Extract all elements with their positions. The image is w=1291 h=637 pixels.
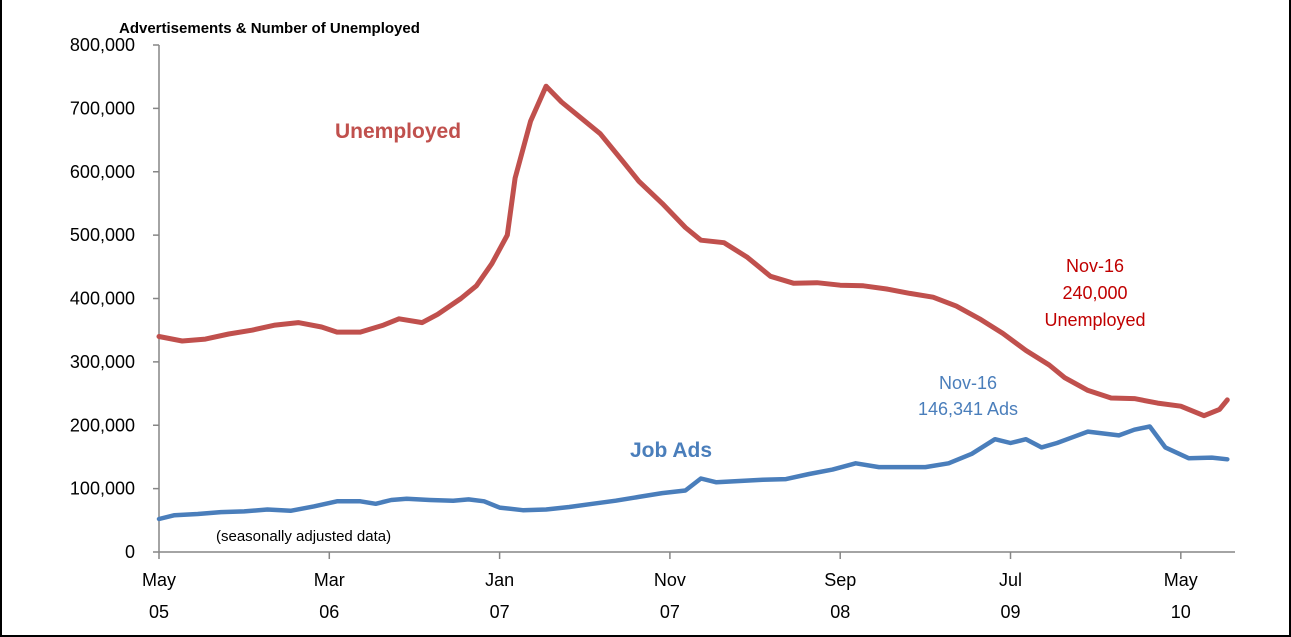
x-tick-label-year: 10 xyxy=(1171,602,1191,622)
job-ads-annotation: Nov-16 146,341 Ads xyxy=(918,373,1018,419)
y-axis: 0 100,000 200,000 300,000 400,000 500,000 600,… xyxy=(70,35,160,562)
y-tick-label: 400,000 xyxy=(70,289,135,309)
y-tick-label: 600,000 xyxy=(70,162,135,182)
x-tick-label-month: Jul xyxy=(999,570,1022,590)
y-tick-label: 200,000 xyxy=(70,415,135,435)
x-tick-label-month: Sep xyxy=(824,570,856,590)
x-tick-label-year: 09 xyxy=(1000,602,1020,622)
job-ads-series-line xyxy=(156,424,1230,522)
x-tick-label-year: 07 xyxy=(660,602,680,622)
y-tick-label: 0 xyxy=(125,542,135,562)
job-ads-series-label: Job Ads xyxy=(630,439,712,462)
x-tick-label-month: Nov xyxy=(654,570,686,590)
x-tick-label-month: Mar xyxy=(314,570,345,590)
x-tick-label-year: 07 xyxy=(490,602,510,622)
unemployed-annotation-line-3: Unemployed xyxy=(1044,310,1145,330)
unemployed-annotation-line-2: 240,000 xyxy=(1062,283,1127,303)
x-axis: May05Mar06Jan07Nov07Sep08Jul09May10Mar11… xyxy=(142,551,1235,622)
job-ads-annotation-line-1: Nov-16 xyxy=(939,373,997,393)
unemployed-annotation: Nov-16 240,000 Unemployed xyxy=(1044,256,1145,330)
unemployed-series-line xyxy=(156,83,1230,419)
chart-title: Advertisements & Number of Unemployed xyxy=(119,20,420,37)
y-tick-label: 700,000 xyxy=(70,98,135,118)
seasonal-note: (seasonally adjusted data) xyxy=(216,528,391,545)
series-lines xyxy=(156,83,1230,522)
x-tick-label-year: 05 xyxy=(149,602,169,622)
x-tick-label-year: 06 xyxy=(319,602,339,622)
y-tick-label: 300,000 xyxy=(70,352,135,372)
x-tick-label-year: 08 xyxy=(830,602,850,622)
job-ads-annotation-line-2: 146,341 Ads xyxy=(918,399,1018,419)
x-tick-label-month: May xyxy=(1164,570,1198,590)
x-tick-label-month: May xyxy=(142,570,176,590)
unemployed-series-label: Unemployed xyxy=(335,120,461,143)
x-tick-label-month: Jan xyxy=(485,570,514,590)
unemployed-annotation-line-1: Nov-16 xyxy=(1066,256,1124,276)
y-tick-label: 100,000 xyxy=(70,479,135,499)
y-tick-label: 500,000 xyxy=(70,225,135,245)
y-tick-label: 800,000 xyxy=(70,35,135,55)
